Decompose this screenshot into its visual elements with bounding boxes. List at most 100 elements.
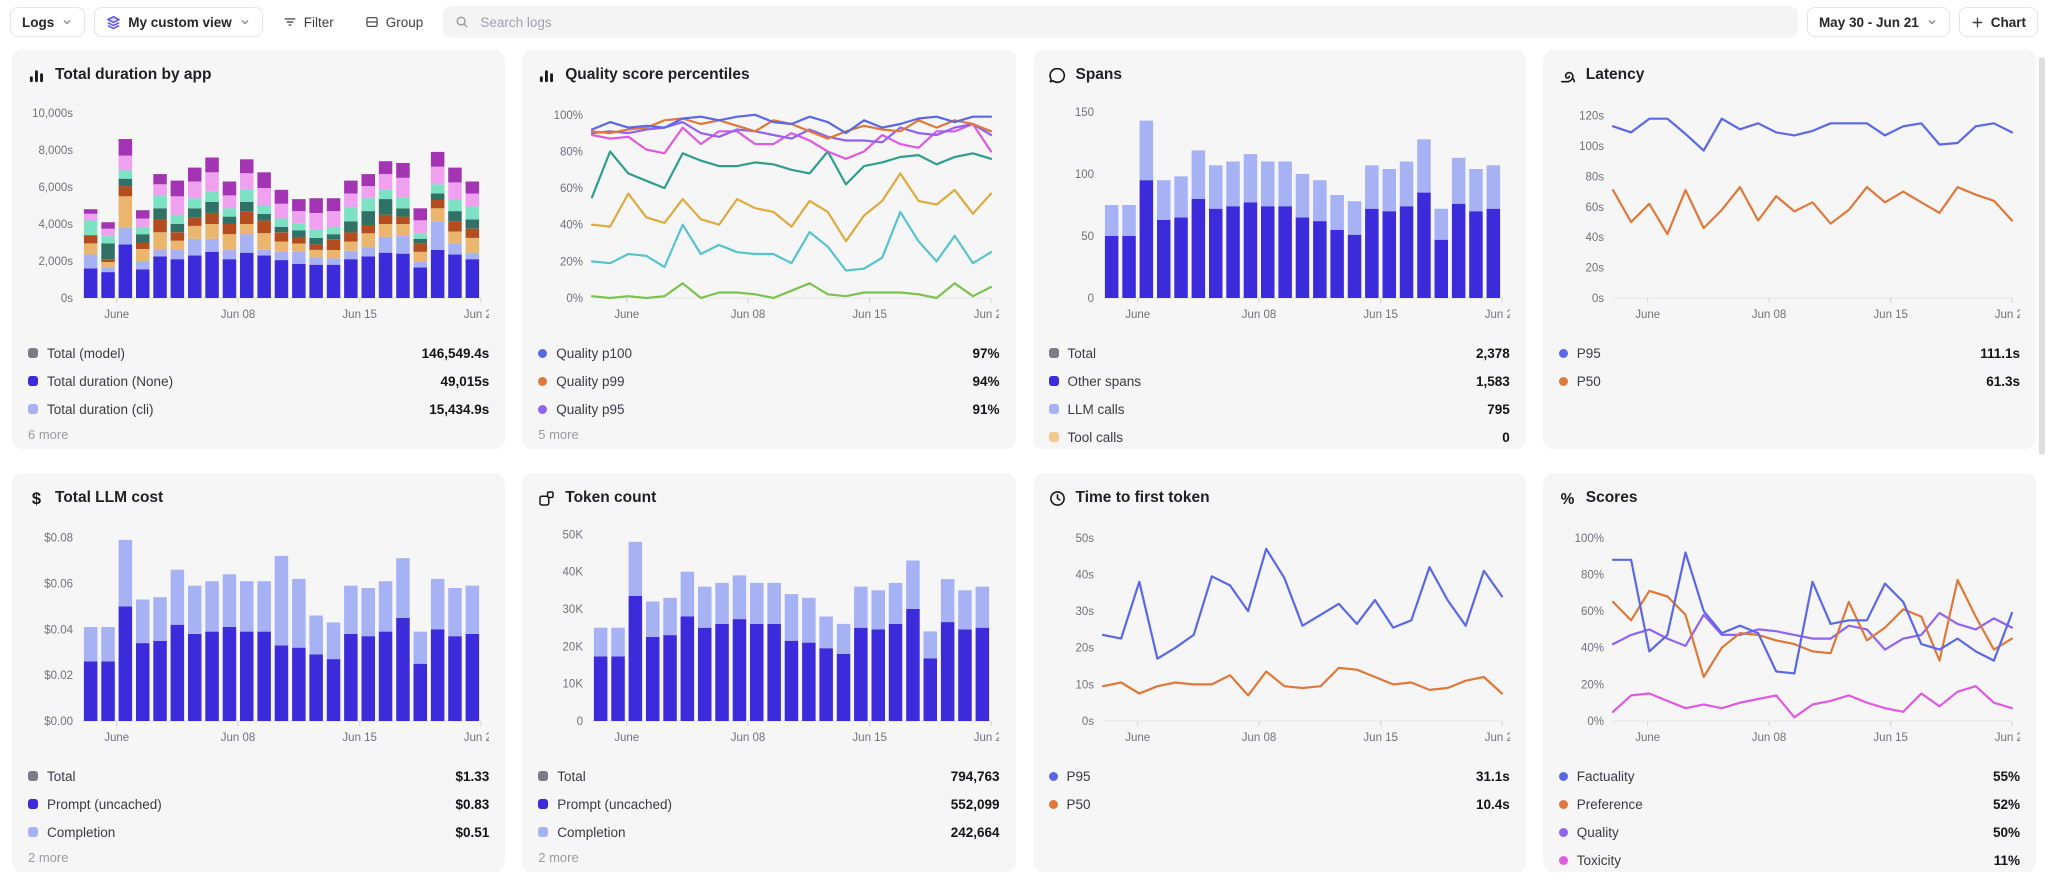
legend-more-expander[interactable]: 2 more bbox=[538, 850, 579, 865]
svg-text:60%: 60% bbox=[560, 183, 583, 195]
total-llm-cost-chart[interactable]: $0.00 $0.02 $0.04 $0.06 $0.08 June Jun 08 Jun 1… bbox=[28, 513, 489, 760]
svg-text:10K: 10K bbox=[563, 679, 584, 691]
legend-value: $0.51 bbox=[455, 824, 490, 840]
legend-item: P95 111.1s bbox=[1558, 339, 2020, 367]
panel-header: Quality score percentiles bbox=[538, 64, 999, 90]
filter-icon bbox=[284, 18, 296, 26]
time-to-first-token-chart[interactable]: 0s 10s 20s 30s 40s 50s June Jun 08 Jun 15 Jun 22 bbox=[1049, 513, 1510, 760]
panel-legend: Total 2,378 Other spans 1,583 LLM calls … bbox=[1048, 339, 1510, 449]
legend-value: 61.3s bbox=[1986, 373, 2020, 389]
legend-swatch bbox=[28, 799, 38, 809]
svg-text:Jun 08: Jun 08 bbox=[1241, 309, 1276, 321]
legend-swatch bbox=[28, 348, 38, 358]
panel-total-llm-cost[interactable]: $ Total LLM cost $0.00 $0.02 $0.04 $0.06 $0.… bbox=[12, 473, 506, 872]
legend-value: 94% bbox=[972, 373, 1000, 389]
svg-text:Jun 08: Jun 08 bbox=[221, 309, 256, 321]
legend-item: Prompt (uncached) 552,099 bbox=[538, 790, 1000, 818]
svg-text:Jun 15: Jun 15 bbox=[1873, 309, 1908, 321]
svg-text:0s: 0s bbox=[61, 293, 73, 305]
legend-label: Quality bbox=[1576, 824, 1619, 840]
view-selector-button[interactable]: My custom view bbox=[94, 7, 263, 37]
svg-text:120s: 120s bbox=[1579, 111, 1604, 123]
legend-more-expander[interactable]: 5 more bbox=[538, 427, 579, 442]
panel-header: $ Total LLM cost bbox=[28, 487, 489, 513]
date-range-label: May 30 - Jun 21 bbox=[1818, 14, 1919, 30]
panel-legend: P95 111.1s P50 61.3s bbox=[1558, 339, 2020, 395]
panel-scores[interactable]: % Scores 0% 20% 40% 60% 80% 100% June Jun 08 Jun… bbox=[1542, 473, 2036, 872]
token-count-chart[interactable]: 0 10K 20K 30K 40K 50K June Jun 08 Jun 15 Jun 22 bbox=[538, 513, 1000, 760]
panel-total-duration-by-app[interactable]: Total duration by app 0s 2,000s 4,000s 6,00… bbox=[12, 50, 506, 449]
quality-score-percentiles-chart[interactable]: 0% 20% 40% 60% 80% 100% June Jun 08 Jun 15 Jun 22 bbox=[538, 90, 1000, 337]
legend-label: Completion bbox=[557, 824, 626, 840]
panel-legend: Quality p100 97% Quality p99 94% Quality… bbox=[538, 339, 1000, 423]
legend-label: Total bbox=[47, 768, 76, 784]
legend-label: Tool calls bbox=[1067, 429, 1124, 445]
svg-text:50: 50 bbox=[1081, 231, 1094, 243]
panel-legend: Total 794,763 Prompt (uncached) 552,099 … bbox=[538, 762, 1000, 846]
svg-text:June: June bbox=[614, 309, 639, 321]
svg-text:30s: 30s bbox=[1075, 606, 1094, 618]
svg-text:Jun 22: Jun 22 bbox=[974, 309, 999, 321]
svg-text:Jun 08: Jun 08 bbox=[1751, 309, 1786, 321]
total-duration-by-app-chart[interactable]: 0s 2,000s 4,000s 6,000s 8,000s 10,000s June Jun… bbox=[28, 90, 489, 337]
logs-button[interactable]: Logs bbox=[10, 7, 86, 37]
legend-label: Other spans bbox=[1067, 373, 1142, 389]
plus-icon bbox=[1972, 17, 1983, 27]
group-button[interactable]: Group bbox=[354, 7, 435, 37]
panel-legend: Total (model) 146,549.4s Total duration … bbox=[28, 339, 489, 423]
panel-spans[interactable]: Spans 0 50 100 150 June Jun 08 Jun 15 Jun 22 To… bbox=[1032, 50, 1526, 449]
legend-swatch bbox=[28, 404, 38, 414]
legend-item: Factuality 55% bbox=[1558, 762, 2020, 790]
svg-text:80s: 80s bbox=[1585, 171, 1604, 183]
legend-value: 2,378 bbox=[1475, 345, 1510, 361]
search-bar[interactable] bbox=[443, 6, 1798, 38]
panel-quality-score-percentiles[interactable]: Quality score percentiles 0% 20% 40% 60% 80%… bbox=[522, 50, 1016, 449]
add-chart-button[interactable]: Chart bbox=[1958, 7, 2038, 37]
panel-token-count[interactable]: Token count 0 10K 20K 30K 40K 50K June Jun 08 Ju… bbox=[522, 473, 1016, 872]
panel-header: Total duration by app bbox=[28, 64, 489, 90]
snail-icon bbox=[1559, 67, 1576, 84]
panel-time-to-first-token[interactable]: Time to first token 0s 10s 20s 30s 40s 50s Jun… bbox=[1032, 473, 1526, 872]
legend-swatch bbox=[28, 827, 38, 837]
legend-swatch bbox=[1048, 348, 1059, 358]
svg-text:Jun 22: Jun 22 bbox=[464, 732, 489, 744]
svg-text:60%: 60% bbox=[1581, 606, 1604, 618]
legend-label: Total bbox=[1067, 345, 1097, 361]
logs-button-label: Logs bbox=[22, 14, 55, 30]
legend-item: Prompt (uncached) $0.83 bbox=[28, 790, 489, 818]
svg-text:40%: 40% bbox=[1581, 643, 1604, 655]
legend-value: 552,099 bbox=[950, 796, 1000, 812]
legend-label: P50 bbox=[1576, 373, 1601, 389]
date-range-button[interactable]: May 30 - Jun 21 bbox=[1806, 7, 1950, 37]
search-icon bbox=[456, 16, 468, 28]
legend-label: Total (model) bbox=[47, 345, 126, 361]
legend-more-expander[interactable]: 6 more bbox=[28, 427, 69, 442]
panel-legend: P95 31.1s P50 10.4s bbox=[1048, 762, 1510, 818]
legend-swatch bbox=[1048, 404, 1059, 414]
legend-value: 242,664 bbox=[950, 824, 1000, 840]
add-chart-label: Chart bbox=[1990, 14, 2026, 30]
legend-item: Toxicity 11% bbox=[1558, 846, 2020, 872]
svg-text:$0.04: $0.04 bbox=[44, 624, 73, 636]
spans-chart[interactable]: 0 50 100 150 June Jun 08 Jun 15 Jun 22 bbox=[1049, 90, 1509, 337]
toolbar: Logs My custom view Filter Group May 30 … bbox=[0, 0, 2048, 44]
dollar-icon: $ bbox=[28, 490, 45, 507]
legend-label: Total bbox=[557, 768, 586, 784]
vertical-scrollbar[interactable] bbox=[2039, 57, 2045, 455]
panel-header: Spans bbox=[1048, 64, 1510, 90]
legend-label: P50 bbox=[1066, 796, 1091, 812]
svg-text:40s: 40s bbox=[1585, 232, 1604, 244]
scores-chart[interactable]: 0% 20% 40% 60% 80% 100% June Jun 08 Jun 15 Jun 22 bbox=[1559, 513, 2020, 760]
panel-title: Time to first token bbox=[1075, 489, 1210, 506]
panel-latency[interactable]: Latency 0s 20s 40s 60s 80s 100s 120s June Jun 08… bbox=[1542, 50, 2036, 449]
svg-text:Jun 22: Jun 22 bbox=[974, 732, 999, 744]
latency-chart[interactable]: 0s 20s 40s 60s 80s 100s 120s June Jun 08 Jun 15 Ju… bbox=[1559, 90, 2020, 337]
search-input[interactable] bbox=[478, 13, 1786, 31]
legend-more-expander[interactable]: 2 more bbox=[28, 850, 69, 865]
legend-swatch bbox=[28, 771, 38, 781]
legend-item: Completion $0.51 bbox=[28, 818, 489, 846]
filter-button[interactable]: Filter bbox=[272, 7, 345, 37]
svg-text:Jun 22: Jun 22 bbox=[1484, 309, 1509, 321]
svg-text:June: June bbox=[1635, 732, 1660, 744]
